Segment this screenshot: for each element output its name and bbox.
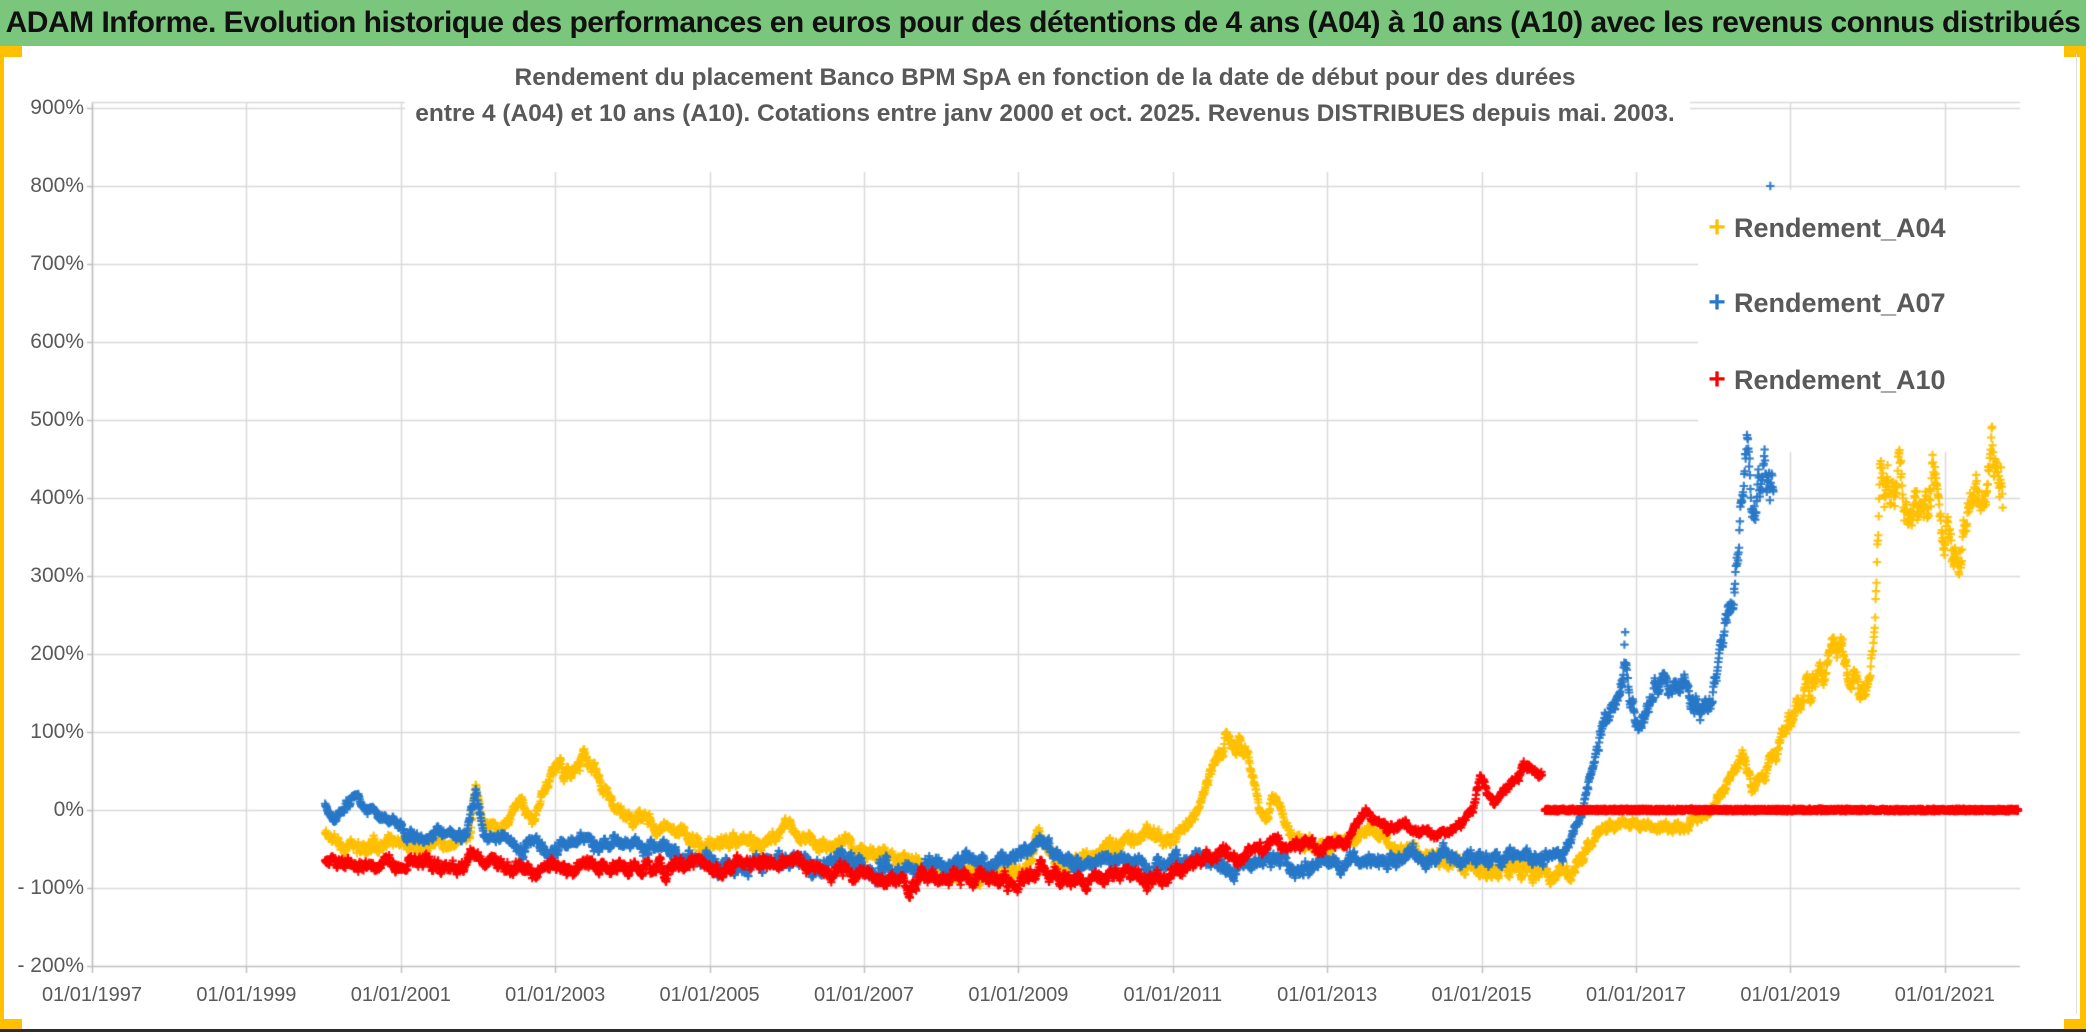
selection-handle-bottom-right[interactable] — [2064, 1019, 2086, 1030]
x-axis-tick-label: 01/01/2021 — [1894, 984, 1995, 1006]
x-axis-tick-label: 01/01/2013 — [1277, 984, 1378, 1006]
chart-title: Rendement du placement Banco BPM SpA en … — [400, 60, 1690, 132]
y-axis-tick-label: 500% — [30, 408, 84, 431]
chart-title-line2: entre 4 (A04) et 10 ans (A10). Cotations… — [415, 100, 1675, 127]
x-axis-tick-label: 01/01/2007 — [813, 984, 915, 1006]
y-axis-tick-label: 400% — [30, 486, 84, 509]
x-axis-tick-label: 01/01/2001 — [350, 984, 451, 1006]
plus-marker-icon: + — [1708, 363, 1726, 396]
y-axis-tick-label: 700% — [30, 252, 84, 275]
x-axis-tick-label: 01/01/2003 — [505, 984, 606, 1006]
y-axis-tick-label: 100% — [30, 720, 84, 743]
y-axis-tick-label: 800% — [30, 174, 84, 197]
chart-canvas[interactable] — [0, 46, 2086, 1032]
sheet-header-title: ADAM Informe. Evolution historique des p… — [5, 6, 2081, 39]
x-axis-tick-label: 01/01/2019 — [1740, 984, 1841, 1006]
window-bottom-edge — [0, 1029, 2086, 1032]
y-axis-tick-label: - 100% — [17, 876, 84, 899]
x-axis-tick-label: 01/01/2009 — [968, 984, 1069, 1006]
legend-label: Rendement_A07 — [1734, 287, 1946, 318]
x-axis-tick-label: 01/01/1999 — [196, 984, 297, 1006]
plus-marker-icon: + — [1708, 211, 1726, 244]
sheet-header-banner: ADAM Informe. Evolution historique des p… — [0, 0, 2086, 46]
selection-handle-top-right[interactable] — [2064, 46, 2086, 57]
x-axis-tick-label: 01/01/2015 — [1431, 984, 1532, 1006]
x-axis-tick-label: 01/01/2011 — [1123, 984, 1223, 1006]
legend-item-rendement-a10[interactable]: + Rendement_A10 — [1700, 360, 2078, 400]
plus-marker-icon: + — [1708, 286, 1726, 319]
x-axis-tick-label: 01/01/1997 — [41, 984, 143, 1006]
chart-title-line1: Rendement du placement Banco BPM SpA en … — [514, 64, 1576, 91]
legend-item-rendement-a04[interactable]: + Rendement_A04 — [1700, 208, 2078, 248]
x-axis-tick-label: 01/01/2005 — [659, 984, 760, 1006]
legend-item-rendement-a07[interactable]: + Rendement_A07 — [1700, 283, 2078, 323]
selection-handle-top-left[interactable] — [0, 46, 22, 57]
y-axis-tick-label: - 200% — [17, 954, 84, 977]
y-axis-tick-label: 600% — [30, 330, 84, 353]
y-axis-tick-label: 0% — [53, 798, 84, 821]
y-axis-tick-label: 300% — [30, 564, 84, 587]
y-axis-tick-label: 900% — [30, 96, 84, 119]
x-axis-tick-label: 01/01/2017 — [1585, 984, 1687, 1006]
selection-handle-bottom-left[interactable] — [0, 1019, 22, 1030]
y-axis-tick-label: 200% — [30, 642, 84, 665]
legend-label: Rendement_A04 — [1734, 212, 1946, 243]
selection-border-left — [0, 46, 4, 1032]
selection-border-right — [2080, 46, 2086, 1032]
legend-label: Rendement_A10 — [1734, 364, 1946, 395]
chart-object-border — [2076, 54, 2077, 1014]
